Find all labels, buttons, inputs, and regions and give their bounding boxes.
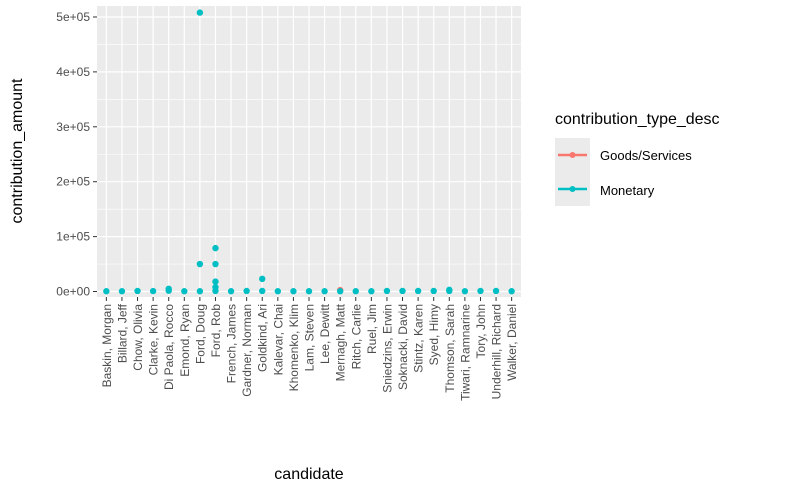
x-tick-label: Syed, Himy	[427, 304, 441, 365]
data-point	[383, 287, 391, 295]
x-tick-label: Clarke, Kevin	[147, 304, 161, 375]
data-point	[492, 287, 500, 295]
legend-entry-goods-services: Goods/Services	[555, 138, 692, 172]
x-tick-label: Kalevar, Chai	[271, 304, 285, 375]
x-tick-label: Chow, Olivia	[131, 304, 145, 371]
data-point	[508, 288, 515, 295]
data-point	[212, 278, 219, 285]
x-tick-label: Soknacki, David	[396, 304, 410, 390]
data-point	[430, 287, 437, 295]
y-tick-label: 4e+05	[56, 65, 90, 79]
x-tick-label: Khomenko, Klim	[287, 304, 301, 391]
legend-key-point	[569, 186, 576, 192]
x-tick-label: Lee, Dewitt	[318, 303, 332, 364]
legend-label-goods-services: Goods/Services	[600, 148, 692, 163]
x-tick-label: Emond, Ryan	[178, 304, 192, 377]
data-point	[243, 287, 250, 295]
data-point	[368, 288, 375, 295]
x-tick-label: Ford, Rob	[209, 304, 223, 358]
x-tick-label: Baskin, Morgan	[100, 304, 114, 387]
data-point	[274, 288, 282, 295]
legend-label-monetary: Monetary	[600, 183, 655, 198]
x-tick-label: Tiwari, Ramnarine	[458, 304, 472, 401]
x-tick-label: French, James	[225, 304, 239, 383]
data-point	[134, 287, 141, 295]
data-point	[477, 287, 484, 295]
x-tick-label: Mernagh, Matt	[334, 303, 348, 381]
data-point	[212, 260, 219, 268]
x-tick-label: Stintz, Karen	[412, 304, 426, 373]
legend-key-point	[569, 152, 576, 158]
data-point	[196, 260, 204, 268]
data-point	[259, 287, 266, 295]
data-point	[399, 287, 406, 295]
y-tick-label: 0e+00	[56, 285, 90, 299]
y-tick-label: 5e+05	[56, 10, 90, 24]
legend-entry-monetary: Monetary	[555, 172, 655, 206]
data-point	[461, 288, 469, 295]
x-tick-label: Ruel, Jim	[365, 304, 379, 354]
x-tick-label: Goldkind, Ari	[256, 304, 270, 372]
x-tick-label: Walker, Daniel	[505, 304, 519, 381]
data-point	[305, 288, 313, 295]
x-tick-label: Gardner, Norman	[240, 304, 254, 397]
data-point	[259, 275, 266, 283]
data-point	[149, 287, 157, 295]
legend: contribution_type_desc Goods/Services Mo…	[555, 111, 720, 206]
data-point	[290, 288, 297, 295]
data-point	[165, 285, 172, 292]
x-tick-label: Billard, Jeff	[115, 303, 129, 363]
data-point	[446, 286, 453, 294]
data-point	[352, 288, 359, 295]
data-point	[212, 283, 219, 291]
data-point	[196, 9, 204, 16]
y-axis: 0e+00 1e+05 2e+05 3e+05 4e+05 5e+05	[56, 10, 97, 299]
legend-title: contribution_type_desc	[555, 111, 720, 128]
data-point	[181, 288, 188, 295]
data-point	[227, 288, 235, 295]
x-tick-label: Underhill, Richard	[490, 304, 504, 399]
data-point	[118, 288, 126, 295]
x-tick-label: Ritch, Carlie	[349, 304, 363, 370]
y-axis-title: contribution_amount	[9, 78, 26, 224]
y-tick-label: 1e+05	[56, 230, 90, 244]
x-tick-label: Thomson, Sarah	[443, 304, 457, 393]
data-point	[196, 288, 204, 295]
data-points	[103, 9, 515, 295]
data-point	[414, 287, 422, 295]
x-axis-title: candidate	[274, 466, 343, 483]
x-tick-label: Di Paola, Rocco	[162, 304, 176, 390]
x-tick-label: Tory, John	[474, 304, 488, 358]
x-tick-label: Sniedzins, Erwin	[380, 304, 394, 393]
x-tick-label: Lam, Steven	[303, 304, 317, 371]
data-point	[212, 244, 219, 252]
y-tick-label: 2e+05	[56, 175, 90, 189]
y-tick-label: 3e+05	[56, 120, 90, 134]
data-point	[321, 288, 328, 295]
data-point	[103, 288, 110, 295]
x-axis: Baskin, Morgan Billard, Jeff Chow, Olivia C…	[100, 297, 519, 401]
data-point	[336, 288, 344, 295]
x-tick-label: Ford, Doug	[193, 304, 207, 364]
